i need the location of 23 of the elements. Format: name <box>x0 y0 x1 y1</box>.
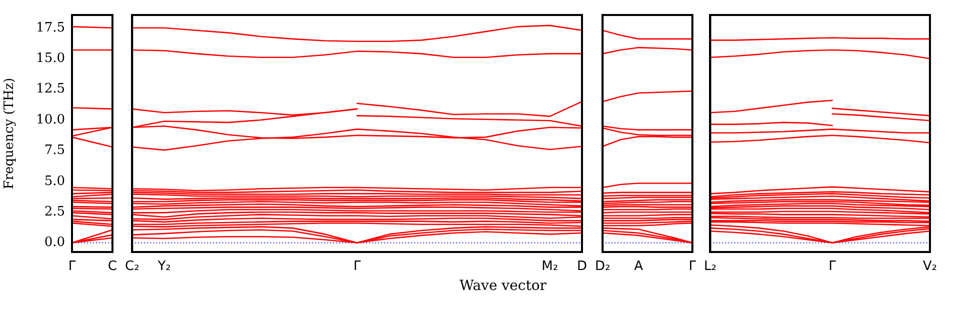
x-tick-label: C₂ <box>124 259 140 274</box>
y-tick-label: 12.5 <box>36 82 65 97</box>
x-tick-label: Γ <box>68 259 76 274</box>
y-tick-label: 2.5 <box>44 204 65 220</box>
x-tick-label: M₂ <box>542 259 558 274</box>
y-tick-label: 17.5 <box>36 20 65 36</box>
y-tick-label: 10.0 <box>36 112 65 128</box>
x-tick-label: A <box>634 259 644 274</box>
x-tick-label: Γ <box>353 259 362 274</box>
x-tick-label: V₂ <box>922 259 937 274</box>
x-tick-label: Γ <box>828 259 837 274</box>
y-axis-title: Frequency (THz) <box>2 78 18 190</box>
x-tick-label: C <box>108 259 117 274</box>
x-tick-label: Γ <box>688 259 697 274</box>
y-tick-label: 5.0 <box>44 174 65 189</box>
x-tick-label: Y₂ <box>156 259 171 274</box>
x-tick-label: L₂ <box>704 259 716 274</box>
x-axis-title: Wave vector <box>458 278 548 294</box>
y-tick-label: 15.0 <box>36 50 65 66</box>
x-tick-label: D <box>576 259 588 274</box>
x-tick-label: D₂ <box>594 259 610 274</box>
y-tick-label: 7.5 <box>44 143 65 158</box>
y-tick-label: 0.0 <box>44 235 65 250</box>
